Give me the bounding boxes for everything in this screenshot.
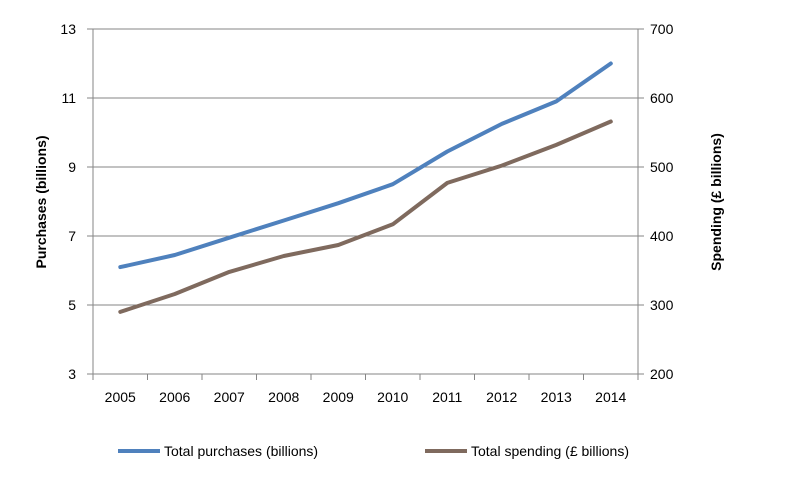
x-tick-label: 2008 — [268, 389, 299, 405]
left-tick-label: 9 — [68, 159, 76, 175]
x-tick-label: 2014 — [595, 389, 626, 405]
left-axis-title: Purchases (billions) — [33, 135, 49, 268]
left-tick-label: 7 — [68, 228, 76, 244]
right-tick-label: 500 — [650, 159, 674, 175]
series-lines — [118, 61, 613, 314]
right-tick-label: 700 — [650, 21, 674, 37]
x-axis-ticks: 2005 2006 2007 2008 2009 2010 2011 2012 2013 2014 — [92, 374, 639, 405]
left-axis-ticks: 3 5 7 9 11 13 — [60, 21, 93, 382]
x-tick-label: 2005 — [105, 389, 136, 405]
left-tick-label: 13 — [60, 21, 76, 37]
right-axis-title: Spending (£ billions) — [708, 133, 724, 271]
right-tick-label: 400 — [650, 228, 674, 244]
right-tick-label: 300 — [650, 297, 674, 313]
x-tick-label: 2007 — [214, 389, 245, 405]
axes — [92, 29, 639, 375]
legend: Total purchases (billions) Total spending… — [118, 443, 629, 459]
gridlines — [93, 28, 638, 306]
x-tick-label: 2006 — [159, 389, 190, 405]
x-tick-label: 2011 — [432, 389, 462, 405]
right-tick-label: 200 — [650, 366, 674, 382]
x-tick-label: 2010 — [377, 389, 408, 405]
x-tick-label: 2012 — [486, 389, 517, 405]
x-tick-label: 2013 — [541, 389, 572, 405]
legend-label: Total spending (£ billions) — [471, 443, 629, 459]
series-line-1 — [118, 61, 613, 270]
left-tick-label: 5 — [68, 297, 76, 313]
series-line-2 — [118, 119, 613, 314]
right-tick-label: 600 — [650, 90, 674, 106]
right-axis-ticks: 200 300 400 500 600 700 — [638, 21, 674, 382]
left-tick-label: 3 — [68, 366, 76, 382]
left-tick-label: 11 — [61, 90, 76, 106]
legend-label: Total purchases (billions) — [164, 443, 318, 459]
x-tick-label: 2009 — [323, 389, 354, 405]
